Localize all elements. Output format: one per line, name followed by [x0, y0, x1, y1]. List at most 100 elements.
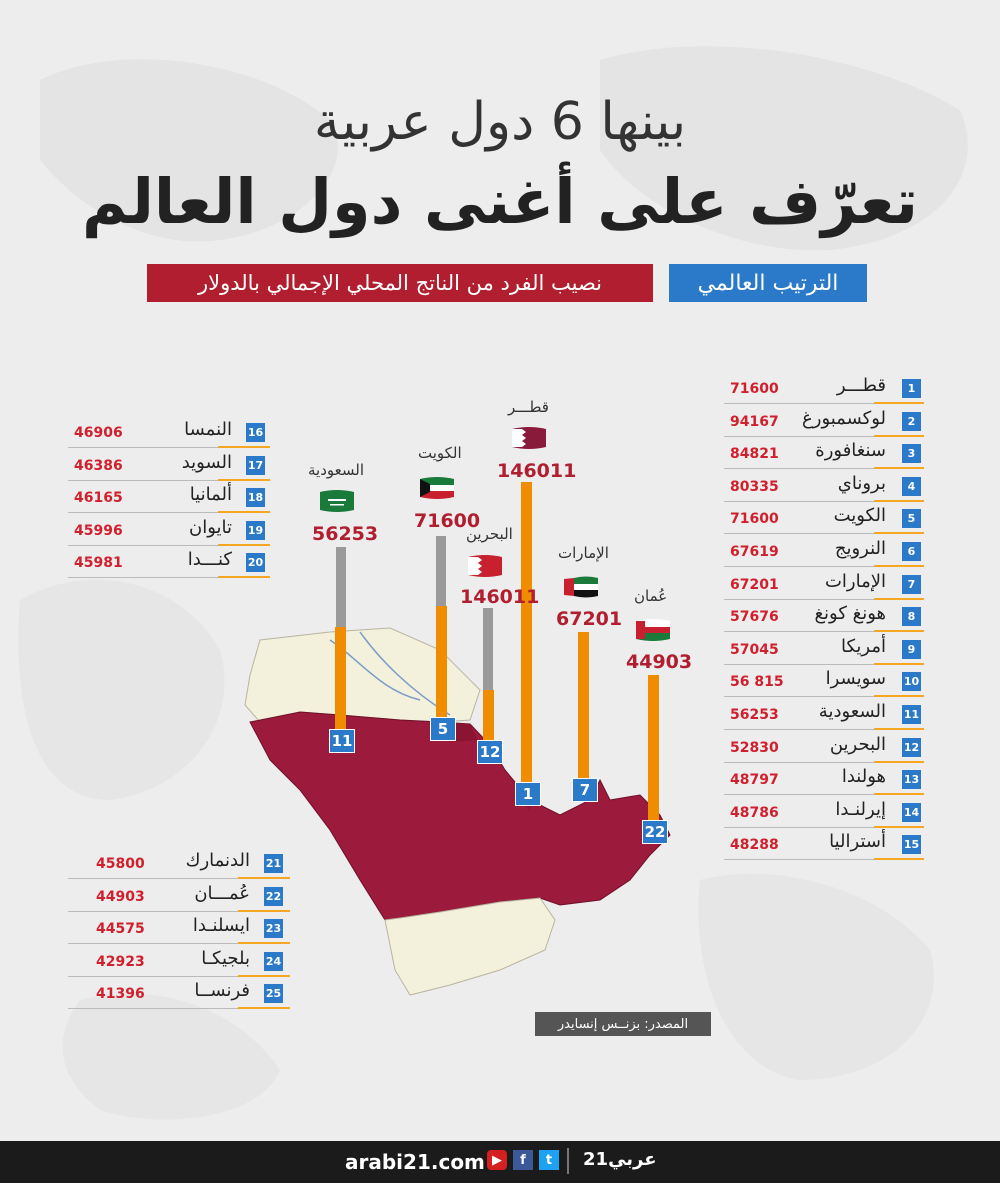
country-name: السعودية [818, 701, 886, 722]
rank-number: 2 [902, 411, 921, 431]
country-name: أستراليا [829, 831, 886, 853]
ranking-row: 16 النمسا 46906 [68, 417, 270, 449]
rank-number: 17 [246, 455, 265, 475]
gdp-value: 44903 [96, 888, 145, 905]
bar-uae [578, 632, 589, 782]
rank-number: 1 [902, 379, 921, 398]
rank-number: 12 [902, 737, 921, 757]
rank-number: 7 [902, 574, 921, 594]
row-accent [874, 728, 924, 730]
gdp-value: 48786 [730, 804, 779, 821]
rank-number: 10 [902, 672, 921, 692]
oman-flag-icon [636, 619, 670, 641]
rank-number: 4 [902, 476, 921, 496]
row-divider [68, 1008, 290, 1010]
rank-number: 14 [902, 802, 921, 822]
gdp-value: 56 815 [730, 674, 784, 691]
gdp-value: 42923 [96, 953, 145, 970]
ranking-row: 14 إيرلنـدا 48786 [724, 797, 924, 829]
map-label-oman: عُمان [634, 587, 668, 605]
row-accent [218, 576, 270, 578]
row-divider [724, 859, 924, 861]
map-yemen-region [384, 897, 556, 996]
ranking-row: 5 الكويت 71600 [724, 503, 924, 535]
twitter-icon[interactable]: t [539, 1150, 559, 1170]
row-accent [874, 825, 924, 828]
map-label-uae: الإمارات [558, 544, 609, 562]
country-name: تايوان [188, 516, 232, 538]
row-divider [68, 943, 290, 945]
row-divider [724, 533, 924, 535]
ranking-row: 10 سويسرا 56 815 [724, 666, 924, 698]
gdp-value: 48288 [730, 837, 779, 854]
row-accent [874, 760, 924, 763]
row-divider [68, 910, 290, 912]
row-accent [238, 942, 290, 945]
bar-bahrain [483, 690, 494, 742]
footer-divider [567, 1148, 569, 1174]
gdp-value: 44575 [96, 921, 145, 938]
rank-number: 9 [902, 639, 921, 659]
gdp-value: 46386 [74, 457, 123, 474]
row-divider [68, 544, 270, 546]
gdp-value: 94167 [730, 413, 779, 430]
country-name: عُمـــان [194, 882, 250, 904]
ranking-row: 22 عُمـــان 44903 [68, 881, 290, 913]
gdp-value: 56253 [730, 707, 779, 723]
row-divider [68, 447, 270, 448]
row-divider [68, 512, 270, 513]
title-line-1: بينها 6 دول عربية [313, 92, 687, 152]
bar-kuwait [436, 606, 447, 721]
map-value-oman: 44903 [626, 651, 693, 673]
row-accent [874, 499, 924, 502]
site-url[interactable]: arabi21.com [345, 1150, 485, 1174]
row-divider [68, 878, 290, 879]
rank-number: 3 [902, 444, 921, 464]
legend-world-rank: الترتيب العالمي [669, 264, 867, 302]
rank-number: 15 [902, 835, 921, 855]
ranking-row: 13 هولندا 48797 [724, 764, 924, 796]
country-name: بروناي [837, 472, 886, 494]
gdp-value: 67201 [730, 576, 779, 593]
gdp-value: 71600 [730, 511, 779, 528]
ranking-row: 7 الإمارات 67201 [724, 569, 924, 601]
ranking-row: 21 الدنمارك 45800 [68, 848, 290, 880]
ranking-row: 24 بلجيكـا 42923 [68, 946, 290, 978]
gdp-value: 46906 [74, 425, 123, 441]
row-accent [218, 511, 270, 513]
rank-number: 25 [264, 984, 283, 1004]
ranking-row: 12 البحرين 52830 [724, 732, 924, 764]
country-name: فرنســا [194, 980, 250, 1002]
row-accent [238, 974, 290, 977]
gdp-value: 45981 [74, 555, 123, 571]
connector-saudi [336, 547, 346, 627]
ranking-row: 17 السويد 46386 [68, 450, 270, 482]
map-badge-qatar: 1 [515, 782, 541, 806]
row-divider [724, 500, 924, 502]
map-badge-bahrain: 12 [477, 740, 503, 764]
row-divider [724, 761, 924, 763]
map-badge-kuwait: 5 [430, 717, 456, 741]
gdp-value: 46165 [74, 490, 123, 506]
gdp-value: 71600 [730, 381, 779, 397]
row-divider [724, 663, 924, 665]
gdp-value: 52830 [730, 739, 779, 756]
rank-number: 6 [902, 542, 921, 561]
facebook-icon[interactable]: f [513, 1150, 533, 1170]
ranking-row: 11 السعودية 56253 [724, 699, 924, 731]
ranking-row: 3 سنغافورة 84821 [724, 438, 924, 470]
rank-number: 13 [902, 770, 921, 790]
row-accent [874, 532, 924, 535]
rank-number: 22 [264, 886, 283, 906]
row-accent [874, 630, 924, 633]
country-name: النمسا [184, 419, 232, 440]
map-value-kuwait: 71600 [414, 510, 481, 532]
rank-number: 5 [902, 509, 921, 529]
rank-number: 21 [264, 854, 283, 873]
ranking-row: 8 هونغ كونغ 57676 [724, 601, 924, 633]
youtube-icon[interactable]: ▶ [487, 1150, 507, 1170]
map-label-bahrain: البحرين [466, 525, 513, 543]
row-divider [68, 577, 270, 578]
map-label-qatar: قطـــر [508, 398, 549, 416]
